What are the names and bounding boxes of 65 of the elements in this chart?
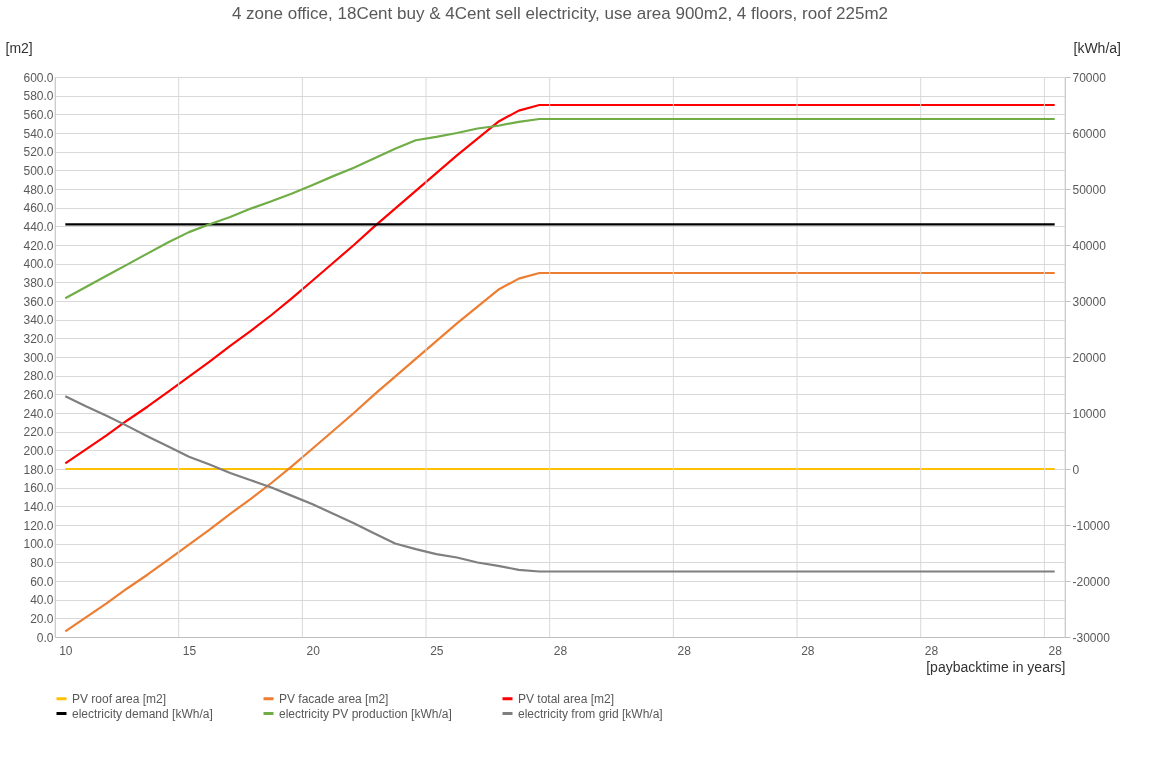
x-tick-label: 28 — [553, 643, 568, 658]
y2-tick-label: 10000 — [1072, 406, 1107, 421]
legend-label: PV facade area [m2] — [279, 691, 389, 706]
y-tick-label: 200.0 — [23, 443, 54, 458]
legend-label: electricity PV production [kWh/a] — [279, 706, 452, 721]
y-tick-label: 380.0 — [23, 275, 54, 290]
x-tick-label: 28 — [924, 643, 939, 658]
x-tick-label: 25 — [430, 643, 444, 658]
y-axis-title: [m2] — [5, 39, 33, 56]
legend-label: electricity demand [kWh/a] — [72, 706, 213, 721]
y-tick-label: 440.0 — [23, 219, 54, 234]
y-tick-label: 600.0 — [23, 70, 54, 85]
y2-tick-label: -30000 — [1072, 630, 1111, 645]
legend-label: PV total area [m2] — [518, 691, 615, 706]
y-tick-label: 420.0 — [23, 238, 54, 253]
y-tick-label: 40.0 — [30, 593, 54, 608]
y-tick-label: 60.0 — [30, 574, 54, 589]
x-tick-label: 28 — [677, 643, 692, 658]
line-series — [64, 271, 1056, 633]
y2-tick-label: 50000 — [1072, 182, 1107, 197]
y2-tick-label: 40000 — [1072, 238, 1107, 253]
y-tick-label: 300.0 — [23, 350, 54, 365]
y-tick-label: 20.0 — [30, 611, 54, 626]
y-tick-label: 540.0 — [23, 126, 54, 141]
line-series — [64, 395, 1056, 573]
y-tick-label: 280.0 — [23, 369, 54, 384]
y-tick-label: 100.0 — [23, 537, 54, 552]
x-tick-label: 15 — [182, 643, 197, 658]
chart-title: 4 zone office, 18Cent buy & 4Cent sell electricity, use area 900m2, 4 floors, roof 225m2 — [231, 4, 889, 23]
y-tick-label: 120.0 — [23, 518, 54, 533]
y2-tick-label: 60000 — [1072, 126, 1107, 141]
y2-tick-label: 30000 — [1072, 294, 1107, 309]
y2-tick-label: 0 — [1072, 462, 1080, 477]
y-tick-label: 220.0 — [23, 425, 54, 440]
y2-tick-label: 20000 — [1072, 350, 1107, 365]
y-tick-label: 320.0 — [23, 331, 54, 346]
y-tick-label: 520.0 — [23, 145, 54, 160]
y-tick-label: 180.0 — [23, 462, 54, 477]
y-tick-label: 580.0 — [23, 89, 54, 104]
y2-axis-title: [kWh/a] — [1073, 39, 1121, 56]
y-tick-label: 480.0 — [23, 182, 54, 197]
y-tick-label: 340.0 — [23, 313, 54, 328]
y-tick-label: 460.0 — [23, 201, 54, 216]
line-series — [64, 103, 1056, 465]
y-tick-label: 360.0 — [23, 294, 54, 309]
y-tick-label: 0.0 — [36, 630, 54, 645]
x-tick-label: 20 — [306, 643, 321, 658]
y2-tick-label: -10000 — [1072, 518, 1111, 533]
legend-label: PV roof area [m2] — [72, 691, 167, 706]
x-axis-title: [paybacktime in years] — [926, 658, 1066, 675]
y-tick-label: 500.0 — [23, 163, 54, 178]
x-tick-label: 28 — [1048, 643, 1063, 658]
y2-tick-label: 70000 — [1072, 70, 1107, 85]
y-tick-label: 160.0 — [23, 481, 54, 496]
y-tick-label: 240.0 — [23, 406, 54, 421]
line-series — [64, 117, 1056, 300]
y-tick-label: 140.0 — [23, 499, 54, 514]
x-tick-label: 10 — [59, 643, 73, 658]
y2-tick-label: -20000 — [1072, 574, 1111, 589]
y-tick-label: 80.0 — [30, 555, 54, 570]
legend-label: electricity from grid [kWh/a] — [518, 706, 663, 721]
y-tick-label: 260.0 — [23, 387, 54, 402]
x-tick-label: 28 — [801, 643, 815, 658]
y-tick-label: 400.0 — [23, 257, 54, 272]
y-tick-label: 560.0 — [23, 107, 54, 122]
